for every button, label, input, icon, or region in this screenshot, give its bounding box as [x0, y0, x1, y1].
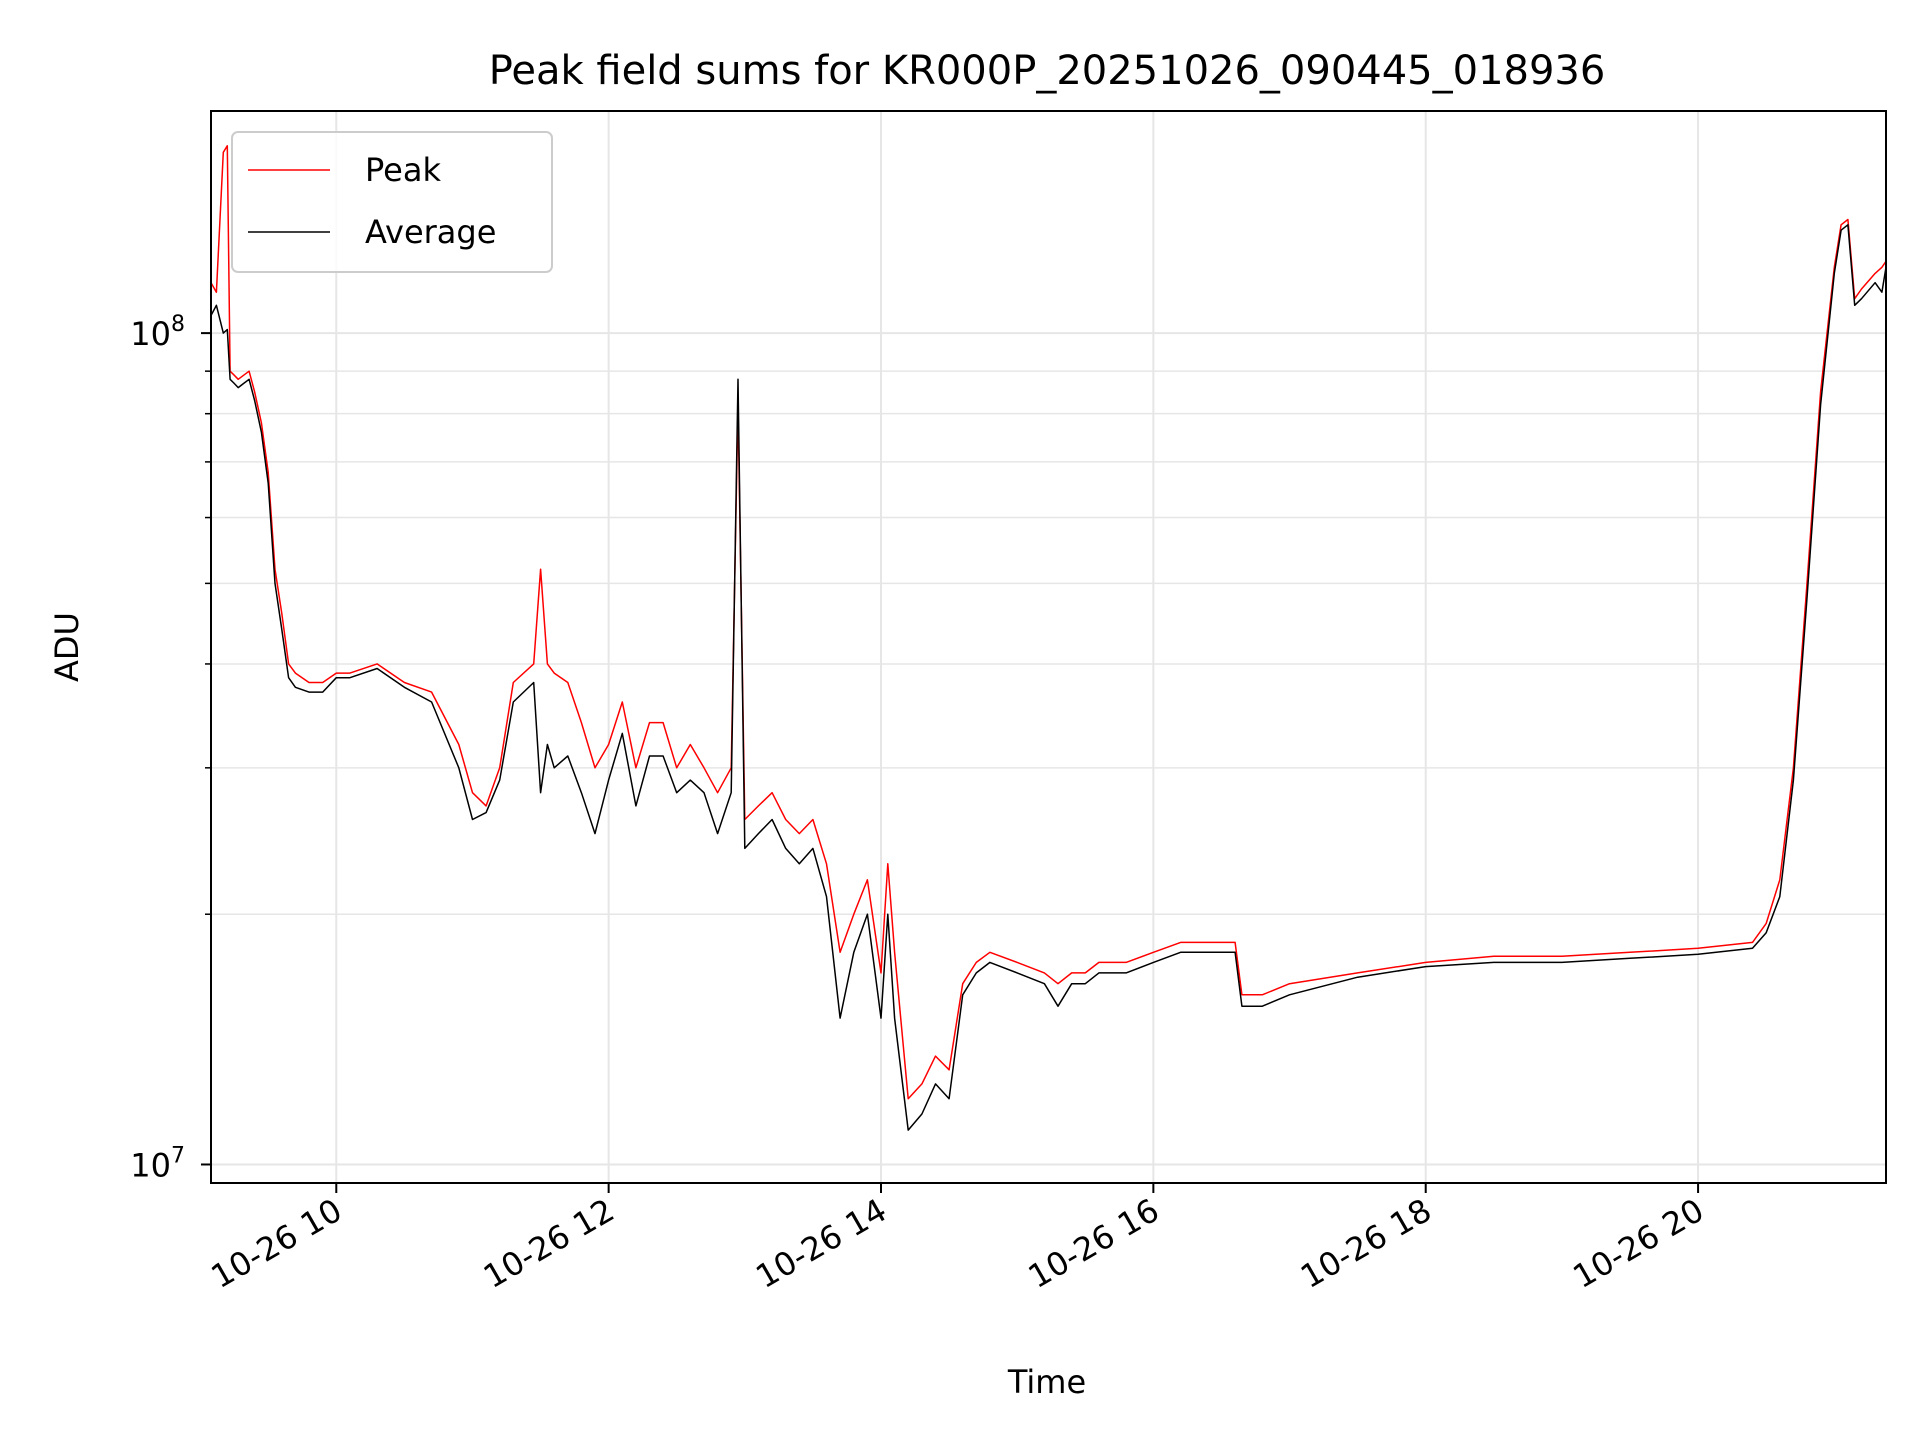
- y-axis-label: ADU: [48, 612, 86, 682]
- legend-label-peak: Peak: [365, 151, 441, 189]
- y-tick-label: 107: [130, 1143, 185, 1184]
- plot-area-frame: [210, 110, 1887, 1184]
- legend: Peak Average: [231, 131, 553, 273]
- legend-box: [231, 131, 553, 273]
- plot-series: [211, 145, 1886, 1131]
- chart-title: Peak field sums for KR000P_20251026_0904…: [489, 48, 1606, 94]
- y-tick-label: 108: [130, 312, 185, 353]
- grid: [211, 111, 1886, 1183]
- x-axis-label: Time: [1007, 1363, 1086, 1401]
- series-line-peak: [211, 145, 1886, 1100]
- legend-label-average: Average: [365, 213, 496, 251]
- series-line-average: [211, 224, 1886, 1131]
